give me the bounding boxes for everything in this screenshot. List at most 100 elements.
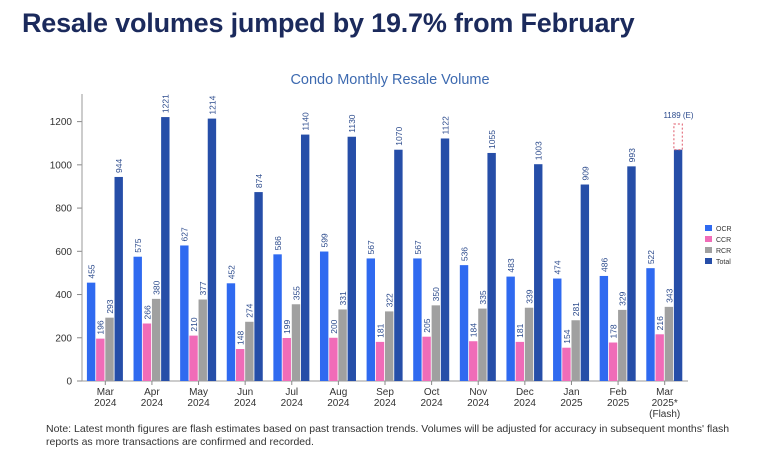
- value-label-rcr: 339: [524, 289, 534, 303]
- value-label-total: 1221: [161, 94, 171, 113]
- bar-ocr: [133, 256, 142, 381]
- legend-swatch-rcr: [705, 247, 712, 253]
- value-label-ocr: 599: [320, 233, 330, 247]
- y-tick-label: 800: [55, 204, 72, 215]
- legend-label-rcr: RCR: [716, 248, 731, 255]
- value-label-ccr: 178: [608, 324, 618, 338]
- bar-rcr: [338, 309, 347, 381]
- bar-rcr: [478, 308, 487, 381]
- legend-label-ccr: CCR: [716, 237, 731, 244]
- x-tick-label: Mar: [656, 387, 674, 398]
- value-label-ccr: 210: [189, 317, 199, 331]
- value-label-rcr: 335: [478, 290, 488, 304]
- value-label-ocr: 486: [599, 257, 609, 271]
- legend-label-ocr: OCR: [716, 226, 732, 233]
- value-label-ccr: 148: [236, 331, 246, 345]
- bar-total: [580, 184, 590, 381]
- value-label-ocr: 586: [273, 236, 283, 250]
- value-label-rcr: 293: [105, 299, 115, 313]
- x-tick-label: 2024: [467, 398, 490, 409]
- x-tick-label: Aug: [329, 387, 347, 398]
- x-tick-label: 2024: [514, 398, 537, 409]
- x-tick-label: Nov: [469, 387, 487, 398]
- bar-ccr: [282, 337, 291, 381]
- x-tick-label: Sep: [376, 387, 394, 398]
- bar-ocr: [459, 265, 469, 381]
- x-tick-label: Dec: [516, 387, 534, 398]
- value-label-total: 1122: [440, 116, 450, 135]
- value-label-rcr: 343: [664, 288, 674, 302]
- x-tick-label: 2025: [560, 398, 583, 409]
- bar-total: [627, 166, 636, 381]
- bar-ccr: [422, 336, 431, 381]
- bar-total: [347, 136, 356, 381]
- bar-ccr: [469, 341, 478, 381]
- value-label-ocr: 536: [459, 247, 469, 261]
- value-label-ocr: 567: [366, 240, 376, 254]
- x-tick-label: Oct: [424, 387, 440, 398]
- value-label-total: 1130: [347, 114, 357, 133]
- value-label-ocr: 575: [133, 238, 143, 252]
- bar-ocr: [180, 245, 189, 381]
- value-label-rcr: 281: [571, 302, 581, 316]
- value-label-ocr: 627: [180, 227, 190, 241]
- value-label-total: 1055: [487, 130, 497, 149]
- x-tick-label: Jan: [563, 387, 579, 398]
- value-label-ocr: 455: [87, 264, 97, 278]
- value-label-rcr: 350: [431, 287, 441, 301]
- value-label-rcr: 329: [618, 291, 628, 305]
- x-tick-label: 2025: [607, 398, 630, 409]
- value-label-ccr: 196: [96, 320, 106, 334]
- bar-ocr: [273, 254, 282, 381]
- bar-total: [254, 192, 263, 381]
- x-tick-label: 2024: [94, 398, 117, 409]
- x-tick-label: 2024: [187, 398, 210, 409]
- x-tick-label: May: [189, 387, 208, 398]
- bar-ccr: [655, 334, 664, 381]
- value-label-total: 1140: [301, 112, 311, 131]
- value-label-total: 993: [627, 148, 637, 162]
- y-tick-label: 1000: [50, 160, 73, 171]
- value-label-total: 1003: [534, 141, 544, 160]
- bar-total: [673, 149, 683, 381]
- bar-rcr: [385, 311, 394, 381]
- bar-rcr: [245, 321, 254, 381]
- value-label-ocr: 567: [413, 240, 423, 254]
- value-label-rcr: 322: [385, 293, 395, 307]
- x-tick-label: 2024: [327, 398, 350, 409]
- value-label-ccr: 266: [142, 305, 152, 319]
- bar-total: [534, 164, 543, 381]
- bar-ccr: [142, 323, 152, 381]
- value-label-ocr: 474: [553, 260, 563, 274]
- bar-rcr: [151, 298, 161, 381]
- bar-ccr: [235, 349, 245, 381]
- bar-estimate-outline: [673, 123, 683, 151]
- bar-rcr: [618, 309, 627, 381]
- bar-ccr: [96, 338, 105, 381]
- bar-ocr: [553, 278, 562, 381]
- bar-rcr: [571, 320, 580, 381]
- value-label-total: 1214: [207, 95, 217, 114]
- value-label-ccr: 216: [655, 316, 665, 330]
- x-tick-label: 2024: [234, 398, 257, 409]
- y-tick-label: 200: [55, 333, 72, 344]
- bar-ocr: [599, 275, 609, 381]
- value-label-ccr: 181: [515, 323, 525, 337]
- y-tick-label: 1200: [50, 117, 73, 128]
- bar-total: [300, 134, 310, 381]
- bar-rcr: [431, 305, 441, 381]
- value-label-ccr: 200: [329, 319, 339, 333]
- value-label-rcr: 274: [245, 303, 255, 317]
- legend-swatch-total: [705, 258, 712, 264]
- x-tick-label: 2024: [141, 398, 164, 409]
- bar-ocr: [366, 258, 375, 381]
- bar-ccr: [515, 341, 525, 381]
- bar-rcr: [198, 299, 207, 381]
- footnote: Note: Latest month figures are flash est…: [46, 423, 730, 448]
- bar-rcr: [291, 304, 301, 381]
- chart-title: Condo Monthly Resale Volume: [290, 72, 489, 88]
- x-tick-label: Jul: [285, 387, 298, 398]
- value-label-ccr: 199: [282, 320, 292, 334]
- y-tick-label: 600: [55, 247, 72, 258]
